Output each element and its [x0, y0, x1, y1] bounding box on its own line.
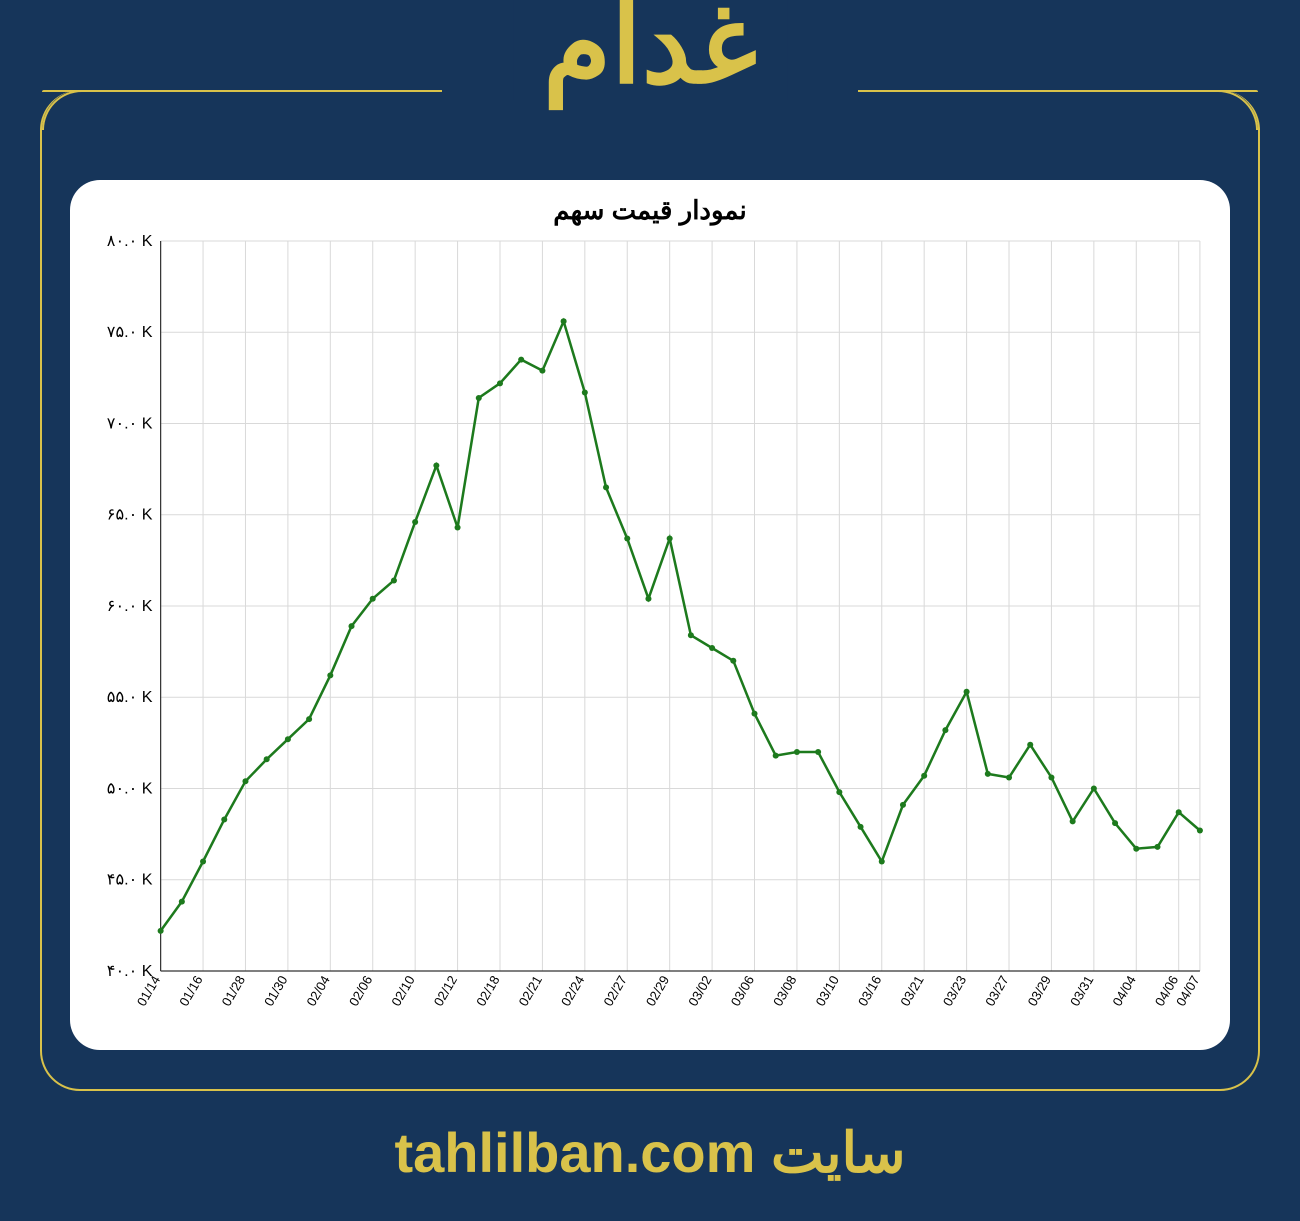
svg-text:03/10: 03/10	[813, 973, 842, 1009]
svg-text:02/24: 02/24	[558, 973, 587, 1009]
chart-title: نمودار قیمت سهم	[90, 195, 1210, 226]
svg-text:01/16: 01/16	[176, 973, 205, 1009]
svg-text:03/02: 03/02	[685, 973, 714, 1009]
svg-text:02/27: 02/27	[600, 973, 629, 1009]
svg-text:۷۰.۰ K: ۷۰.۰ K	[107, 415, 153, 433]
price-chart: ۴۰.۰ K ۴۵.۰ K ۵۰.۰ K ۵۵.۰ K ۶۰.۰ K ۶۵.۰ K ۷۰.۰…	[90, 231, 1210, 1031]
svg-text:03/29: 03/29	[1025, 973, 1054, 1009]
svg-text:02/12: 02/12	[431, 973, 460, 1009]
stock-symbol-title: غدام	[513, 0, 787, 100]
svg-text:۶۰.۰ K: ۶۰.۰ K	[107, 597, 153, 615]
footer-url: tahlilban.com	[394, 1121, 755, 1184]
svg-text:۸۰.۰ K: ۸۰.۰ K	[107, 232, 153, 250]
svg-text:02/21: 02/21	[516, 973, 545, 1009]
svg-text:03/16: 03/16	[855, 973, 884, 1009]
svg-text:04/04: 04/04	[1109, 973, 1138, 1009]
line-chart-svg: ۴۰.۰ K ۴۵.۰ K ۵۰.۰ K ۵۵.۰ K ۶۰.۰ K ۶۵.۰ K ۷۰.۰…	[90, 231, 1210, 1031]
svg-text:۷۵.۰ K: ۷۵.۰ K	[107, 323, 153, 341]
svg-text:02/06: 02/06	[346, 973, 375, 1009]
svg-text:۵۵.۰ K: ۵۵.۰ K	[107, 688, 153, 706]
svg-text:03/23: 03/23	[940, 973, 969, 1009]
svg-text:۴۵.۰ K: ۴۵.۰ K	[107, 871, 153, 889]
svg-text:03/21: 03/21	[897, 973, 926, 1009]
svg-text:03/06: 03/06	[728, 973, 757, 1009]
chart-card: نمودار قیمت سهم ۴۰.۰ K ۴۵.۰ K ۵۰.۰ K ۵۵.۰ K…	[70, 180, 1230, 1050]
svg-text:02/29: 02/29	[643, 973, 672, 1009]
svg-text:03/27: 03/27	[982, 973, 1011, 1009]
svg-text:02/04: 02/04	[303, 973, 332, 1009]
svg-text:۶۵.۰ K: ۶۵.۰ K	[107, 506, 153, 524]
svg-text:01/30: 01/30	[261, 973, 290, 1009]
svg-text:۴۰.۰ K: ۴۰.۰ K	[107, 962, 153, 980]
svg-text:۵۰.۰ K: ۵۰.۰ K	[107, 780, 153, 798]
footer-label: سایت	[771, 1121, 906, 1184]
svg-text:01/28: 01/28	[219, 973, 248, 1009]
footer: سایت tahlilban.com	[0, 1120, 1300, 1186]
svg-text:03/31: 03/31	[1067, 973, 1096, 1009]
svg-text:03/08: 03/08	[770, 973, 799, 1009]
svg-text:02/18: 02/18	[473, 973, 502, 1009]
svg-text:02/10: 02/10	[388, 973, 417, 1009]
